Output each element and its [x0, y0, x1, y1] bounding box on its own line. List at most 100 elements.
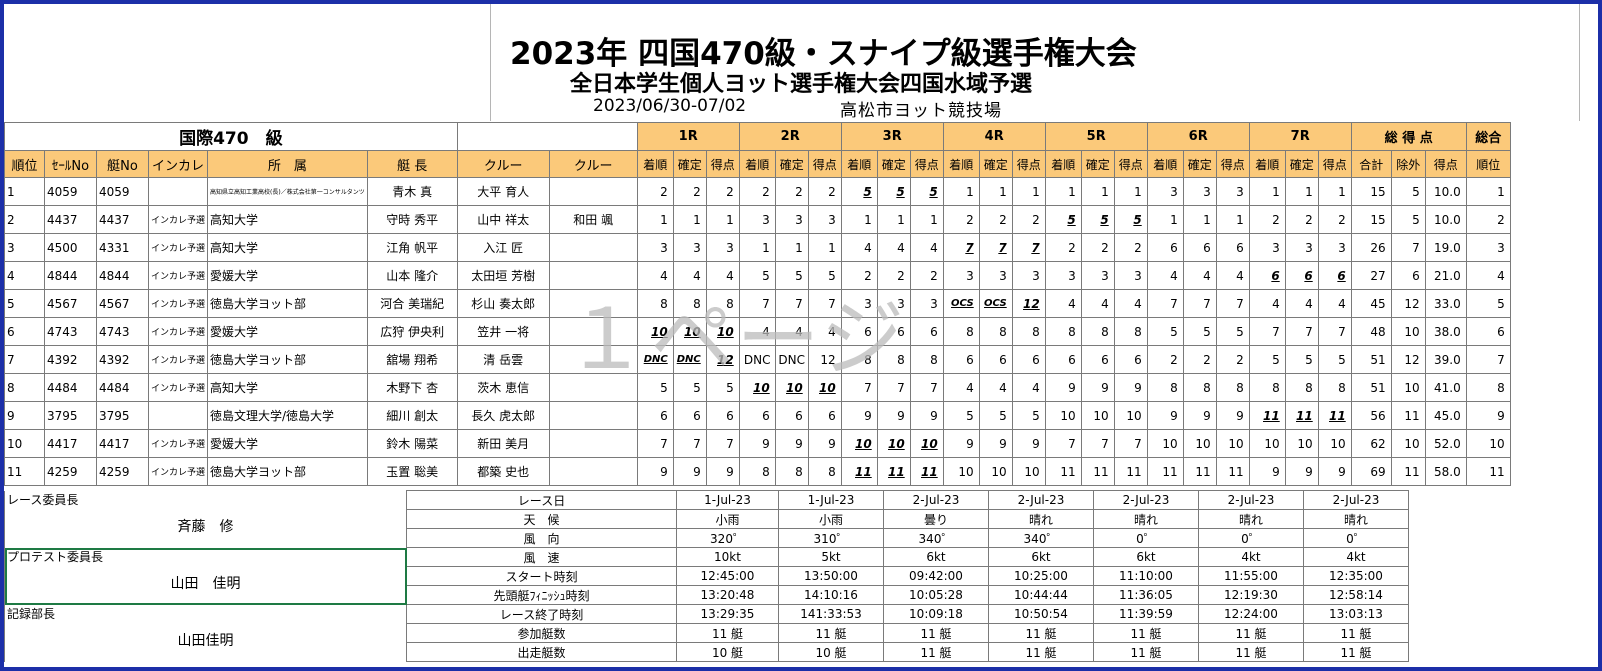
score-cell: 4 — [672, 261, 707, 290]
score-cell: 5 — [774, 261, 809, 290]
score-cell: 2 — [1215, 345, 1250, 374]
score-cell: 8 — [1080, 317, 1115, 346]
total-cell: 58.0 — [1424, 457, 1467, 486]
score-cell: 8 — [1215, 373, 1250, 402]
score-cell: 11 — [1080, 457, 1115, 486]
race-info-value: 小雨 — [778, 509, 884, 529]
score-cell: 5 — [876, 177, 911, 206]
race-info-value: 13:20:48 — [676, 585, 779, 605]
score-cell: 3 — [1044, 261, 1082, 290]
protest-chair-box: プロテスト委員長 山田 佳明 — [4, 547, 407, 605]
race-info-label: 風 向 — [406, 528, 677, 548]
total-cell: 11 — [1390, 401, 1426, 430]
race-info-value: 12:24:00 — [1198, 604, 1304, 624]
score-cell: 10 — [942, 457, 980, 486]
score-cell: 2 — [807, 177, 842, 206]
score-cell: 9 — [1080, 373, 1115, 402]
team-cell: 徳島大学ヨット部 — [207, 457, 368, 486]
crew-cell: 入江 匠 — [456, 233, 550, 262]
overall-rank-cell: 5 — [1465, 289, 1511, 318]
score-cell: 2 — [1317, 205, 1352, 234]
score-cell: 5 — [1080, 205, 1115, 234]
total-cell: 7 — [1390, 233, 1426, 262]
race-info-value: 10:05:28 — [883, 585, 989, 605]
score-cell: 5 — [1284, 345, 1319, 374]
race-info-value: 11 艇 — [778, 623, 884, 643]
race-subheader: 確定 — [1182, 150, 1217, 178]
skipper-cell: 河合 美瑞紀 — [366, 289, 458, 318]
race-header: 4R — [942, 122, 1046, 151]
race-info-value: 10:44:44 — [988, 585, 1094, 605]
score-cell: 7 — [876, 373, 911, 402]
score-cell: 9 — [672, 457, 707, 486]
divider — [1579, 4, 1580, 121]
race-info-value: 0゜ — [1198, 528, 1304, 548]
score-cell: 5 — [672, 373, 707, 402]
score-cell: 8 — [1317, 373, 1352, 402]
score-cell: 10 — [876, 429, 911, 458]
score-cell: 5 — [978, 401, 1013, 430]
race-info-value: 340゜ — [883, 528, 989, 548]
score-cell: 1 — [1113, 177, 1148, 206]
race-info-value: 09:42:00 — [883, 566, 989, 586]
race-info-row: スタート時刻 12:45:00 13:50:00 09:42:00 10:25:00 11… — [5, 566, 1409, 586]
table-row: 1 4059 4059 高知県立高知工業高校(長)／株式会社第一コンサルタンツ 青木 真… — [4, 177, 1511, 206]
race-info-value: 小雨 — [676, 509, 779, 529]
score-cell: 4 — [1080, 289, 1115, 318]
results-table: 国際470 級 1R 2R 3R 4R 5R 6R 7R 総 得 点 総合 順位… — [4, 122, 1511, 486]
race-info-value: 11 艇 — [883, 642, 989, 662]
race-subheader: 確定 — [876, 150, 911, 178]
page-subtitle: 全日本学生個人ヨット選手権大会四国水域予選 — [570, 72, 1033, 97]
column-header: クルー — [548, 150, 638, 178]
race-info-table: レース委員長 斉藤 修レース日 1-Jul-23 1-Jul-23 2-Jul-23 2-… — [4, 490, 1409, 662]
score-cell: 6 — [1044, 345, 1082, 374]
official-name: 斉藤 修 — [177, 518, 234, 535]
score-cell: 11 — [1113, 457, 1148, 486]
race-info-value: 6kt — [883, 547, 989, 567]
score-cell: 1 — [1248, 177, 1286, 206]
table-row: 7 4392 4392 インカレ予選 徳島大学ヨット部 舘場 翔希清 岳雲 DNC DNC 12… — [4, 345, 1511, 374]
score-cell: 10 — [1248, 429, 1286, 458]
race-info-value: 10 艇 — [778, 642, 884, 662]
skipper-cell: 細川 創太 — [366, 401, 458, 430]
race-info-label: レース終了時刻 — [406, 604, 677, 624]
crew-cell — [548, 457, 638, 486]
score-cell: 9 — [978, 429, 1013, 458]
score-cell: 2 — [942, 205, 980, 234]
team-cell: 徳島大学ヨット部 — [207, 345, 368, 374]
team-cell: 高知大学 — [207, 373, 368, 402]
race-chair-box: レース委員長 斉藤 修 — [4, 490, 407, 548]
score-cell: 3 — [876, 289, 911, 318]
score-cell: 2 — [1284, 205, 1319, 234]
race-info-value: 11 艇 — [1198, 642, 1304, 662]
race-info-row: 天 候小雨 小雨 曇り 晴れ 晴れ 晴れ 晴れ — [5, 509, 1409, 529]
boat-number-cell: 3795 — [96, 401, 149, 430]
score-cell: 2 — [636, 177, 674, 206]
score-cell: 1 — [840, 205, 878, 234]
total-cell: 26 — [1350, 233, 1392, 262]
score-cell: DNC — [636, 345, 674, 374]
race-info-value: 11 艇 — [676, 623, 779, 643]
score-cell: 9 — [876, 401, 911, 430]
race-subheader: 得点 — [909, 150, 944, 178]
overall-rank-cell: 10 — [1465, 429, 1511, 458]
skipper-cell: 舘場 翔希 — [366, 345, 458, 374]
score-cell: 3 — [774, 205, 809, 234]
race-info-value: 2-Jul-23 — [1198, 490, 1304, 510]
intercollege-cell: インカレ予選 — [147, 457, 209, 486]
score-cell: 10 — [840, 429, 878, 458]
score-cell: 11 — [1044, 457, 1082, 486]
score-cell: 1 — [1182, 205, 1217, 234]
score-cell: 3 — [807, 205, 842, 234]
race-info-value: 10:50:54 — [988, 604, 1094, 624]
total-cell: 11 — [1390, 457, 1426, 486]
race-subheader: 着順 — [840, 150, 878, 178]
score-cell: 2 — [1248, 205, 1286, 234]
boat-number-cell: 4059 — [96, 177, 149, 206]
blank-cell — [456, 122, 638, 151]
total-cell: 45.0 — [1424, 401, 1467, 430]
score-cell: 9 — [1113, 373, 1148, 402]
score-cell: 10 — [807, 373, 842, 402]
score-cell: 1 — [978, 177, 1013, 206]
